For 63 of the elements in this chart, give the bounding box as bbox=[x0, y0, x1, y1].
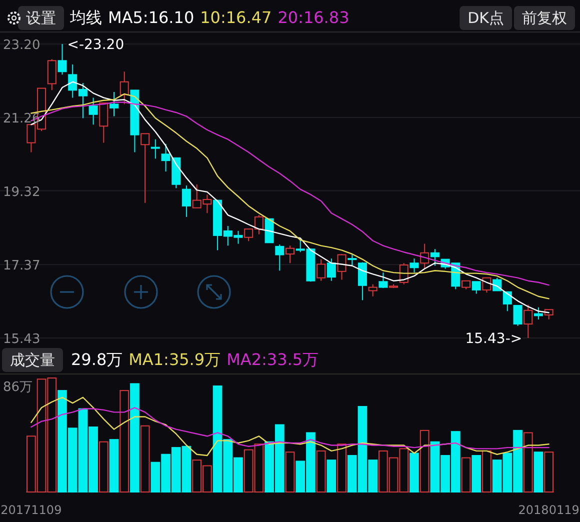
candlestick bbox=[378, 272, 388, 289]
candlestick bbox=[524, 304, 533, 338]
bar bbox=[544, 452, 554, 492]
bar bbox=[98, 441, 108, 492]
candlestick bbox=[472, 281, 481, 294]
bar bbox=[410, 452, 419, 492]
bar bbox=[461, 457, 471, 492]
y-tick-label: 19.32 bbox=[3, 184, 40, 200]
text: MA2:33.5万 bbox=[226, 350, 319, 369]
candlestick bbox=[286, 245, 294, 264]
text: 20:16.83 bbox=[278, 8, 350, 27]
candlestick bbox=[482, 277, 492, 294]
candlestick bbox=[348, 254, 357, 266]
candlestick bbox=[358, 262, 367, 301]
candlestick bbox=[430, 248, 440, 266]
bar bbox=[420, 430, 430, 492]
bar bbox=[482, 450, 492, 492]
candlestick bbox=[368, 284, 378, 297]
bar bbox=[316, 450, 326, 492]
bar bbox=[326, 460, 336, 492]
text: MA5:16.10 bbox=[108, 8, 194, 27]
candlestick bbox=[47, 58, 56, 91]
candlestick bbox=[534, 306, 543, 320]
candlestick bbox=[88, 97, 98, 126]
bar bbox=[109, 439, 119, 492]
candlestick bbox=[99, 102, 108, 144]
legend-title: 成交量 bbox=[10, 351, 55, 369]
candlestick bbox=[502, 291, 512, 312]
bar bbox=[130, 383, 140, 492]
candlestick bbox=[513, 304, 522, 326]
annotation: 15.43-> bbox=[465, 331, 522, 347]
annotation: 86万 bbox=[3, 380, 33, 395]
bar bbox=[285, 452, 295, 492]
bar bbox=[337, 444, 346, 492]
text: MA1:35.9万 bbox=[128, 350, 221, 369]
text: DK点 bbox=[468, 9, 504, 27]
text: 设置 bbox=[26, 9, 56, 27]
y-tick-label: 23.20 bbox=[3, 38, 40, 53]
bar bbox=[523, 432, 533, 492]
candlestick bbox=[326, 258, 336, 282]
y-tick-label: 17.37 bbox=[3, 258, 40, 274]
candlestick bbox=[316, 258, 326, 282]
candlestick bbox=[275, 244, 284, 272]
bar bbox=[120, 390, 130, 492]
bar bbox=[140, 425, 150, 492]
candlestick bbox=[150, 138, 160, 160]
x-tick-label: 20171109 bbox=[0, 503, 62, 517]
candlestick bbox=[182, 185, 191, 218]
legend-title: 均线 bbox=[69, 8, 102, 27]
text: 前复权 bbox=[522, 9, 567, 27]
candlestick bbox=[110, 92, 118, 117]
x-tick-label: 20180119 bbox=[518, 503, 580, 517]
text: 10:16.47 bbox=[200, 8, 272, 27]
candlestick bbox=[337, 254, 346, 280]
y-tick-label: 15.43 bbox=[3, 332, 40, 347]
candlestick bbox=[410, 258, 419, 274]
bar bbox=[472, 455, 482, 492]
candlestick bbox=[58, 44, 67, 76]
text: 29.8万 bbox=[71, 350, 123, 369]
bar bbox=[534, 452, 544, 492]
annotation: <-23.20 bbox=[67, 37, 124, 53]
candlestick bbox=[140, 133, 150, 204]
candlestick bbox=[120, 71, 129, 105]
